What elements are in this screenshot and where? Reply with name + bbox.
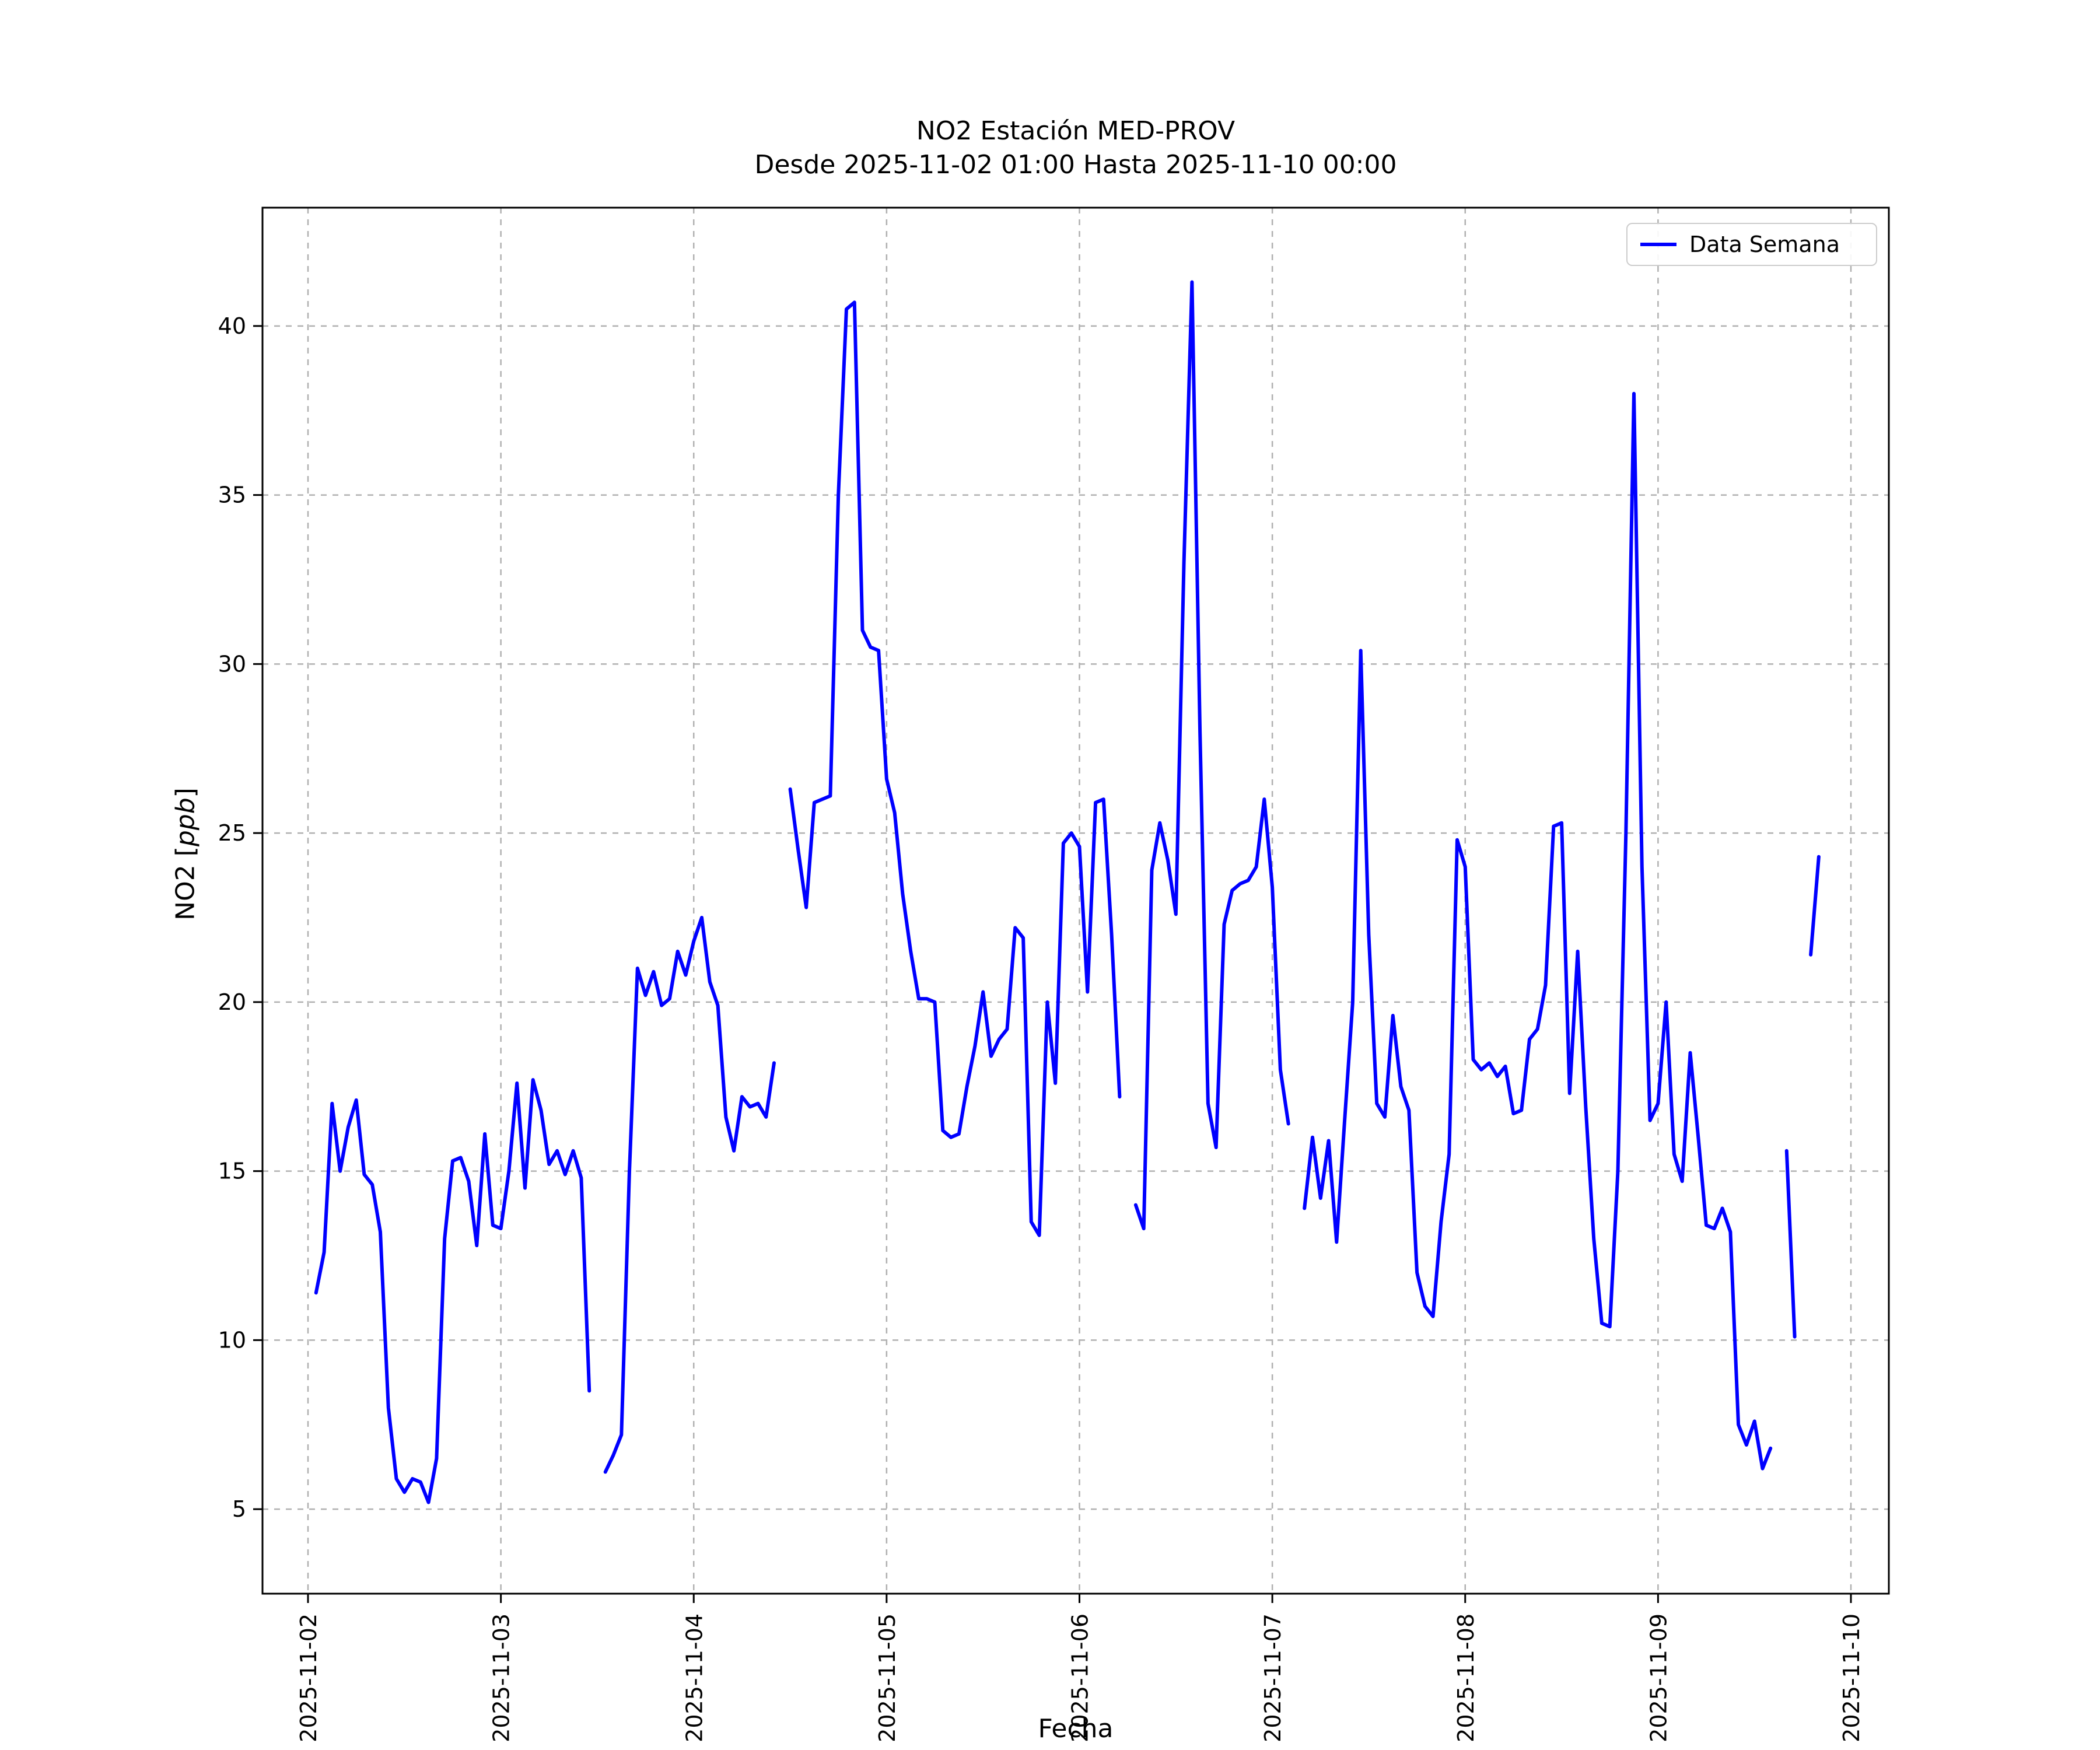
y-tick-label: 15 xyxy=(218,1158,246,1184)
x-tick-label: 2025-11-09 xyxy=(1646,1614,1671,1742)
y-tick-label: 40 xyxy=(218,313,246,339)
y-tick-label: 5 xyxy=(232,1496,246,1522)
plot-frame xyxy=(261,206,1890,1595)
y-axis-label: NO2 [ppb] xyxy=(171,788,201,921)
legend: Data Semana xyxy=(1626,223,1877,266)
x-tick-label: 2025-11-03 xyxy=(489,1614,514,1742)
y-tick-label: 10 xyxy=(218,1327,246,1353)
data-series-line xyxy=(314,280,1821,1504)
chart-title: NO2 Estación MED-PROV Desde 2025-11-02 0… xyxy=(262,114,1889,182)
x-tick-label: 2025-11-04 xyxy=(681,1614,707,1742)
y-axis-label-unit: ppb xyxy=(170,797,201,847)
y-tick-label: 25 xyxy=(218,820,246,846)
x-axis-label: Fecha xyxy=(1038,1714,1114,1744)
x-tick-label: 2025-11-10 xyxy=(1839,1614,1864,1742)
y-axis-label-prefix: NO2 [ xyxy=(170,846,201,921)
y-tick-label: 20 xyxy=(218,989,246,1015)
y-tick-label: 35 xyxy=(218,482,246,508)
chart-title-line2: Desde 2025-11-02 01:00 Hasta 2025-11-10 … xyxy=(754,150,1397,180)
x-tick-label: 2025-11-02 xyxy=(296,1614,321,1742)
y-axis-label-suffix: ] xyxy=(170,788,201,798)
x-tick-label: 2025-11-07 xyxy=(1260,1614,1286,1742)
x-tick-label: 2025-11-05 xyxy=(874,1614,900,1742)
chart-title-line1: NO2 Estación MED-PROV xyxy=(916,116,1236,146)
legend-line-sample-icon xyxy=(1640,243,1676,246)
x-tick-label: 2025-11-06 xyxy=(1068,1614,1093,1742)
x-tick-label: 2025-11-08 xyxy=(1453,1614,1479,1742)
legend-label: Data Semana xyxy=(1689,232,1840,257)
y-tick-label: 30 xyxy=(218,651,246,677)
